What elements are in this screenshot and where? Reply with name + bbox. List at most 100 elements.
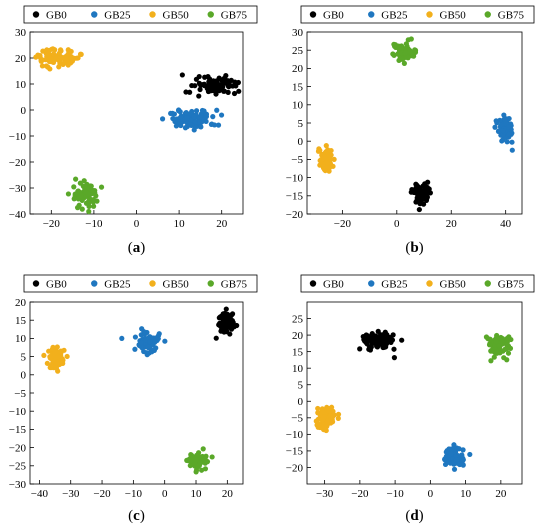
legend-frame xyxy=(23,274,258,293)
data-point xyxy=(444,459,451,465)
data-point xyxy=(173,123,179,129)
data-point xyxy=(483,334,490,340)
legend-marker-gb50 xyxy=(149,280,156,287)
y-tick-label: 20 xyxy=(292,330,304,342)
y-tick-label: −40 xyxy=(9,209,27,221)
y-tick-label: −5 xyxy=(14,388,26,400)
y-tick-label: 5 xyxy=(298,118,304,130)
data-point xyxy=(509,139,515,145)
data-point xyxy=(187,89,193,95)
data-point xyxy=(52,349,58,355)
data-point xyxy=(506,131,512,137)
x-tick-label: −10 xyxy=(85,218,103,230)
legend-label-gb0: GB0 xyxy=(323,9,344,21)
series-gb50 xyxy=(315,143,337,174)
y-tick-label: −10 xyxy=(286,429,304,441)
data-point xyxy=(391,355,398,361)
data-point xyxy=(53,365,60,371)
x-tick-label: −30 xyxy=(62,488,80,500)
legend-frame xyxy=(300,5,535,24)
data-point xyxy=(399,337,405,343)
data-point xyxy=(488,348,494,354)
data-point xyxy=(206,79,212,85)
data-point xyxy=(228,77,234,83)
legend-label-gb25: GB25 xyxy=(381,278,408,290)
subplot-a: GB0 GB25 GB50 GB75 −20 −10 0 10 20 −40 −30 −20 −10 0 1… xyxy=(9,5,258,256)
y-tick-label: −30 xyxy=(9,479,27,491)
data-point xyxy=(313,418,319,424)
data-point xyxy=(132,346,138,352)
x-tick-label: −20 xyxy=(334,218,352,230)
data-point xyxy=(422,181,428,187)
x-tick-label: −20 xyxy=(351,488,369,500)
data-point xyxy=(488,358,494,364)
data-point xyxy=(138,344,144,350)
data-point xyxy=(132,334,138,340)
legend: GB0 GB25 GB50 GB75 xyxy=(300,5,535,24)
data-point xyxy=(61,60,67,66)
data-point xyxy=(486,342,493,348)
subplot-d: GB0 GB25 GB50 GB75 −30 −20 −10 0 10 20 −20 −15 −10 −5… xyxy=(286,274,535,524)
data-point xyxy=(230,83,236,89)
data-point xyxy=(184,457,190,463)
data-point xyxy=(159,116,166,122)
data-point xyxy=(496,343,502,349)
y-tick-label: −10 xyxy=(286,172,304,184)
data-point xyxy=(208,121,215,127)
data-point xyxy=(52,47,58,53)
y-tick-label: −10 xyxy=(9,406,27,418)
data-point xyxy=(460,447,466,453)
data-point xyxy=(448,450,454,457)
series-gb0 xyxy=(179,72,242,99)
data-point xyxy=(168,110,174,117)
data-point xyxy=(391,346,397,352)
legend-marker-gb75 xyxy=(484,280,491,287)
data-point xyxy=(361,336,367,343)
series-gb25 xyxy=(442,442,473,472)
data-point xyxy=(494,350,500,356)
data-point xyxy=(73,176,79,182)
legend-frame xyxy=(300,274,535,293)
data-point xyxy=(58,348,64,354)
data-point xyxy=(183,109,189,116)
data-point xyxy=(214,107,220,113)
data-point xyxy=(418,187,424,193)
legend-label-gb0: GB0 xyxy=(46,9,67,21)
data-point xyxy=(213,335,219,341)
legend-label-gb75: GB75 xyxy=(498,9,525,21)
data-point xyxy=(388,339,394,345)
data-point xyxy=(64,353,70,360)
legend-marker-gb75 xyxy=(484,11,491,18)
data-point xyxy=(325,160,331,166)
data-point xyxy=(210,114,216,120)
y-tick-label: 30 xyxy=(292,27,304,39)
data-point xyxy=(414,196,421,203)
data-point xyxy=(456,446,462,452)
data-point xyxy=(90,199,96,205)
data-point xyxy=(197,114,203,121)
data-point xyxy=(200,446,206,452)
series-gb75 xyxy=(483,332,514,364)
data-point xyxy=(71,196,77,202)
data-point xyxy=(79,206,85,212)
data-point xyxy=(188,452,195,458)
data-point xyxy=(156,331,162,337)
data-point xyxy=(188,110,194,117)
data-point xyxy=(193,457,199,463)
data-point xyxy=(504,139,510,145)
data-point xyxy=(86,208,92,215)
data-point xyxy=(63,53,69,59)
data-point xyxy=(204,83,210,89)
data-point xyxy=(320,416,326,423)
data-point xyxy=(234,322,240,329)
y-tick-label: 0 xyxy=(298,136,304,148)
legend-marker-gb25 xyxy=(91,280,98,287)
legend-marker-gb25 xyxy=(368,11,375,18)
data-point xyxy=(54,358,61,365)
data-point xyxy=(92,190,98,196)
legend-label-gb0: GB0 xyxy=(323,278,344,290)
data-point xyxy=(33,54,39,60)
series-gb25 xyxy=(159,107,225,133)
data-point xyxy=(327,413,333,419)
y-tick-label: 15 xyxy=(292,346,304,358)
